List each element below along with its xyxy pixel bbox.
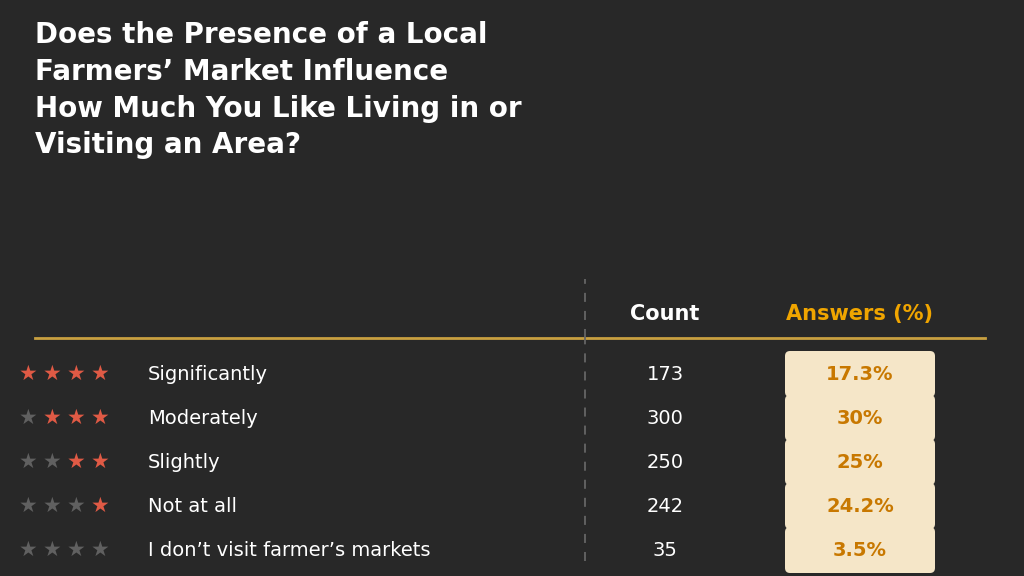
Text: 25%: 25% [837, 453, 884, 472]
Text: ★: ★ [91, 496, 110, 516]
Text: ★: ★ [91, 540, 110, 560]
FancyBboxPatch shape [785, 483, 935, 529]
Text: 3.5%: 3.5% [833, 540, 887, 559]
FancyBboxPatch shape [785, 395, 935, 441]
Text: 242: 242 [646, 497, 684, 516]
Text: ★: ★ [67, 496, 85, 516]
Text: ★: ★ [18, 452, 37, 472]
Text: ★: ★ [91, 408, 110, 428]
Text: Not at all: Not at all [148, 497, 237, 516]
Text: ★: ★ [43, 364, 61, 384]
Text: ★: ★ [91, 452, 110, 472]
Text: Significantly: Significantly [148, 365, 268, 384]
Text: ★: ★ [43, 540, 61, 560]
Text: 35: 35 [652, 540, 678, 559]
Text: 30%: 30% [837, 408, 883, 427]
Text: I don’t visit farmer’s markets: I don’t visit farmer’s markets [148, 540, 430, 559]
Text: 17.3%: 17.3% [826, 365, 894, 384]
FancyBboxPatch shape [785, 351, 935, 397]
Text: Slightly: Slightly [148, 453, 220, 472]
FancyBboxPatch shape [785, 439, 935, 485]
Text: ★: ★ [18, 496, 37, 516]
Text: ★: ★ [67, 364, 85, 384]
Text: Answers (%): Answers (%) [786, 304, 934, 324]
Text: Count: Count [631, 304, 699, 324]
Text: 250: 250 [646, 453, 684, 472]
Text: Does the Presence of a Local
Farmers’ Market Influence
How Much You Like Living : Does the Presence of a Local Farmers’ Ma… [35, 21, 521, 160]
Text: ★: ★ [43, 452, 61, 472]
FancyBboxPatch shape [785, 527, 935, 573]
Text: ★: ★ [67, 452, 85, 472]
Text: 300: 300 [646, 408, 683, 427]
Text: ★: ★ [18, 540, 37, 560]
Text: 24.2%: 24.2% [826, 497, 894, 516]
Text: ★: ★ [67, 540, 85, 560]
Text: ★: ★ [67, 408, 85, 428]
Text: ★: ★ [18, 364, 37, 384]
Text: ★: ★ [18, 408, 37, 428]
Text: ★: ★ [43, 408, 61, 428]
Text: 173: 173 [646, 365, 684, 384]
Text: ★: ★ [43, 496, 61, 516]
Text: Moderately: Moderately [148, 408, 258, 427]
Text: ★: ★ [91, 364, 110, 384]
